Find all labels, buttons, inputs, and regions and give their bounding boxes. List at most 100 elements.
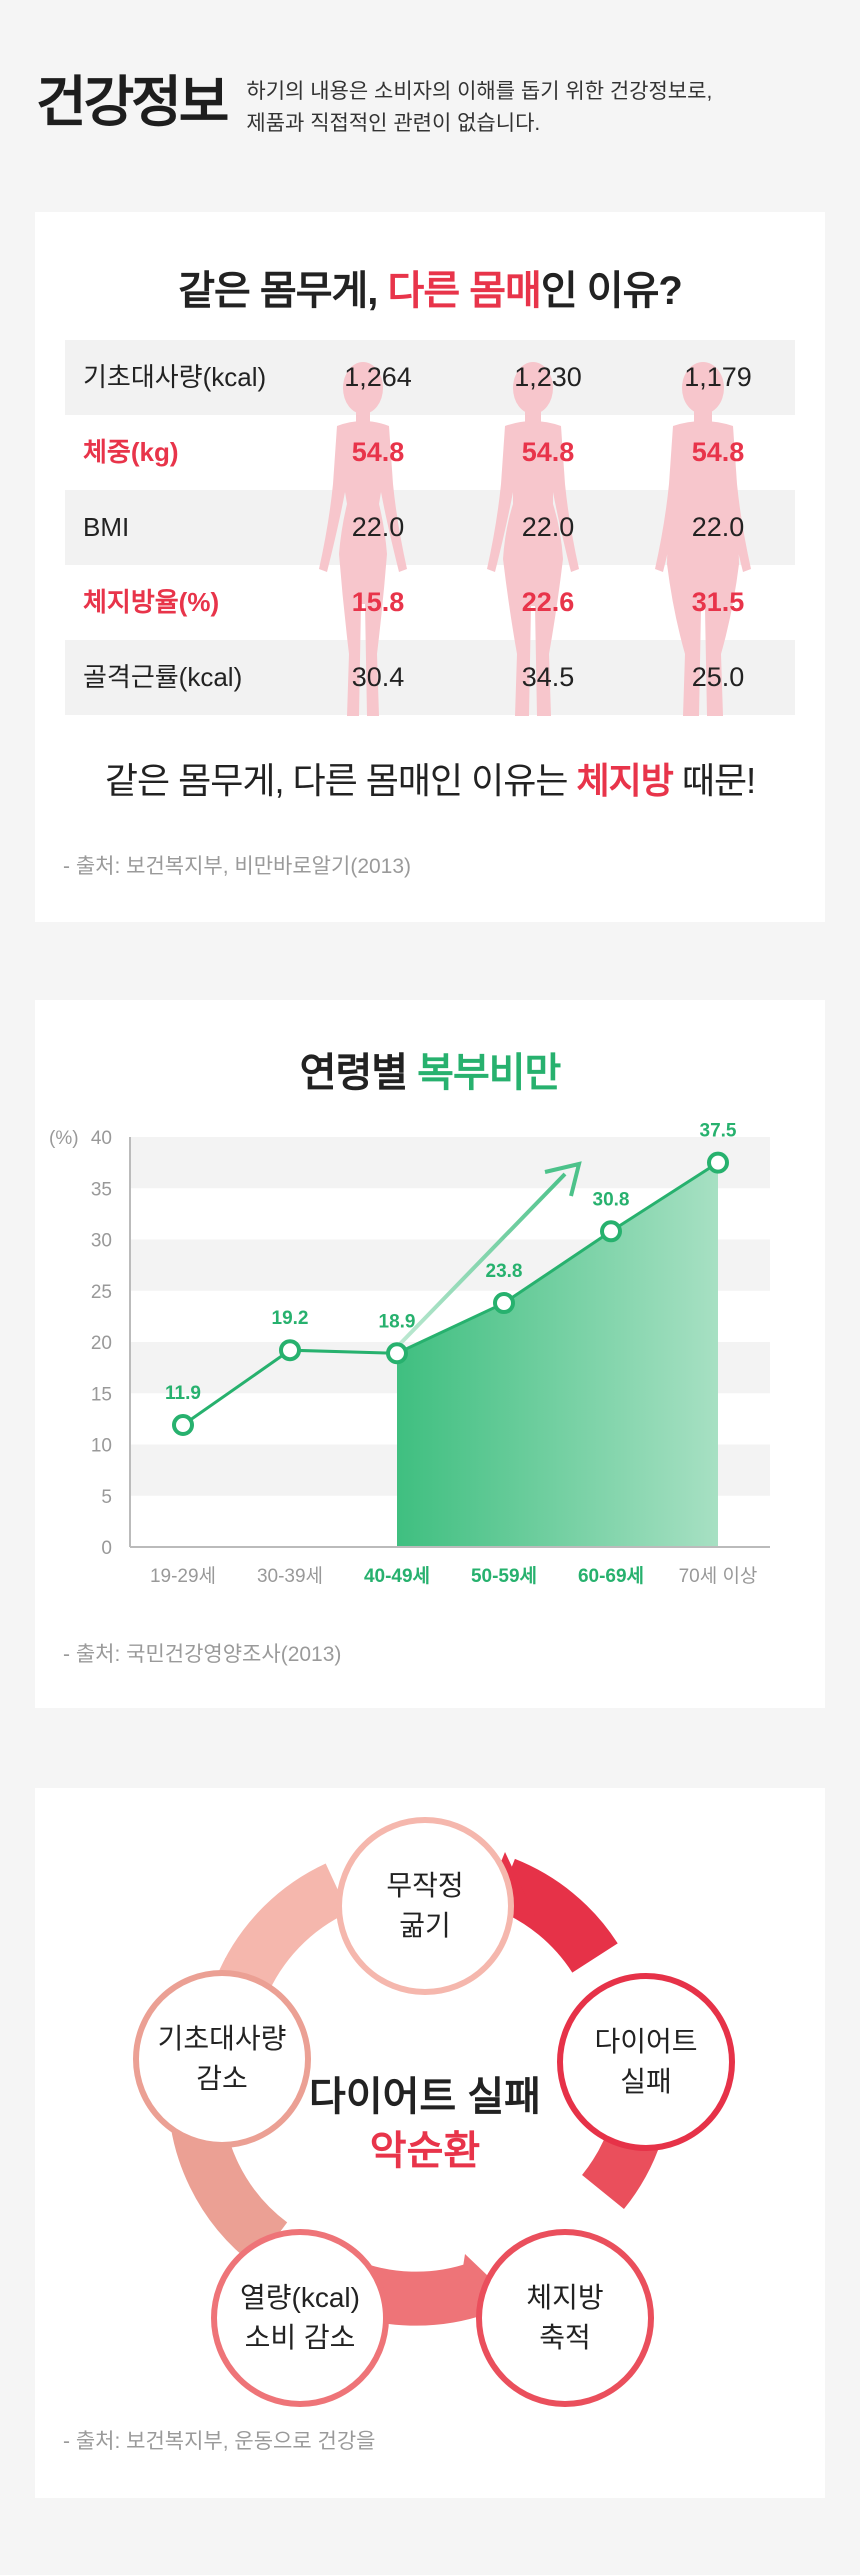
table-row-values: 54.8 54.8 54.8	[65, 415, 795, 490]
row-label: 체중(kg)	[83, 437, 179, 467]
table-cell: 34.5	[521, 662, 575, 692]
table-cell: 31.5	[691, 587, 745, 617]
table-cell: 22.0	[521, 512, 575, 542]
row-label: 기초대사량(kcal)	[83, 362, 267, 392]
trend-arrow-line	[395, 1172, 567, 1349]
data-label: 37.5	[700, 1121, 737, 1142]
table-cell: 54.8	[691, 437, 745, 467]
y-tick-label: 20	[91, 1333, 112, 1354]
data-label: 30.8	[593, 1189, 630, 1210]
data-label: 11.9	[165, 1383, 201, 1404]
y-tick-label: 25	[91, 1282, 112, 1303]
series-line	[182, 1161, 719, 1427]
cycle-step-text: 다이어트	[594, 2026, 698, 2057]
table-row-values: 22.0 22.0 22.0	[65, 490, 795, 565]
data-point	[493, 1292, 515, 1315]
cycle-step-calorie-burn-decrease: 열량(kcal) 소비 감소	[211, 2229, 389, 2407]
cycle-center-subtitle: 악순환	[369, 2129, 481, 2173]
table-row: 기초대사량(kcal)	[65, 340, 795, 415]
cycle-step-text: 체지방	[526, 2282, 604, 2313]
card1-title: 같은 몸무게, 다른 몸매인 이유?	[35, 258, 825, 316]
y-tick-label: 15	[91, 1384, 112, 1405]
table-cell: 54.8	[521, 437, 575, 467]
card2-title-pre: 연령별	[299, 1051, 418, 1095]
header-desc-line2: 제품과 직접적인 관련이 없습니다.	[246, 112, 541, 135]
cycle-step-text: 감소	[196, 2063, 248, 2094]
y-axis-label: (%)	[49, 1128, 79, 1149]
x-tick-label: 60-69세	[578, 1565, 644, 1587]
x-tick-label: 19-29세	[150, 1565, 216, 1587]
table-cell: 15.8	[351, 587, 405, 617]
table-cell: 22.6	[521, 587, 575, 617]
data-label: 19.2	[272, 1308, 309, 1329]
cycle-step-text: 실패	[620, 2066, 672, 2097]
conclusion-post: 때문!	[672, 760, 756, 801]
table-cell: 22.0	[351, 512, 405, 542]
abdominal-obesity-chart: 0 5 10 15 20 25 30 35 40 (%) 11.9 19.2 18.9 23.8 30.8 3…	[49, 1121, 770, 1587]
card3-source: - 출처: 보건복지부, 운동으로 건강을	[63, 2430, 376, 2453]
cycle-step-text: 굶기	[399, 1910, 451, 1941]
table-row: 골격근률(kcal)	[65, 640, 795, 715]
table-cell: 30.4	[351, 662, 405, 692]
x-tick-label: 70세 이상	[679, 1565, 758, 1587]
x-tick-label: 40-49세	[364, 1565, 430, 1587]
grid-band	[130, 1137, 770, 1189]
table-cell: 25.0	[691, 662, 745, 692]
body-composition-card: 같은 몸무게, 다른 몸매인 이유? 기초대사량(kcal) 체중(kg) BM…	[35, 212, 825, 922]
row-label: 체지방율(%)	[83, 587, 220, 617]
cycle-center-title: 다이어트 실패	[309, 2075, 541, 2119]
table-row-values: 30.4 34.5 25.0	[65, 640, 795, 715]
table-row: 체지방율(%)	[65, 565, 795, 640]
card1-title-highlight: 다른 몸매	[387, 269, 542, 313]
heavy-body-silhouette-icon	[655, 362, 751, 716]
data-label: 23.8	[486, 1261, 523, 1282]
table-cell: 54.8	[351, 437, 405, 467]
row-label: 골격근률(kcal)	[83, 662, 243, 692]
table-cell: 1,230	[514, 362, 582, 392]
y-tick-label: 40	[91, 1128, 112, 1149]
row-label: BMI	[83, 512, 130, 542]
abdominal-obesity-card: 연령별 복부비만 0 5 10 15 20 25 30 35 40 (%) 11.9 19.2 18.9…	[35, 1000, 825, 1708]
card1-title-pre: 같은 몸무게,	[178, 269, 388, 313]
table-cell: 1,264	[344, 362, 412, 392]
x-tick-label: 30-39세	[257, 1565, 323, 1587]
y-tick-label: 0	[101, 1538, 112, 1559]
card1-conclusion: 같은 몸무게, 다른 몸매인 이유는 체지방 때문!	[35, 752, 825, 804]
card2-source: - 출처: 국민건강영양조사(2013)	[63, 1643, 342, 1666]
table-cell: 22.0	[691, 512, 745, 542]
data-point	[707, 1151, 729, 1174]
page-header: 건강정보 하기의 내용은 소비자의 이해를 돕기 위한 건강정보로, 제품과 직…	[36, 66, 826, 156]
table-row-values: 15.8 22.6 31.5	[65, 565, 795, 640]
cycle-step-text: 열량(kcal)	[240, 2282, 360, 2313]
trend-arrow-head-icon	[544, 1161, 582, 1197]
cycle-step-starving: 무작정 굶기	[336, 1817, 514, 1995]
table-cell: 1,179	[684, 362, 752, 392]
area-fill	[397, 1162, 718, 1547]
table-values: 1,264 1,230 1,179 54.8 54.8 54.8 22.0 22…	[65, 340, 795, 717]
table-row: 체중(kg)	[65, 415, 795, 490]
data-label: 18.9	[379, 1311, 416, 1332]
data-point	[386, 1342, 408, 1365]
page-title: 건강정보	[36, 70, 229, 134]
header-description: 하기의 내용은 소비자의 이해를 돕기 위한 건강정보로, 제품과 직접적인 관…	[246, 76, 712, 140]
conclusion-pre: 같은 몸무게, 다른 몸매인 이유는	[104, 760, 577, 801]
card2-title-highlight: 복부비만	[417, 1051, 561, 1095]
cycle-step-text: 소비 감소	[244, 2322, 356, 2353]
data-point	[172, 1414, 194, 1437]
table-row-values: 1,264 1,230 1,179	[65, 340, 795, 415]
data-point	[279, 1339, 301, 1362]
x-tick-label: 50-59세	[471, 1565, 537, 1587]
card1-title-post: 인 이유?	[540, 269, 683, 313]
medium-body-silhouette-icon	[487, 362, 579, 716]
y-tick-label: 10	[91, 1436, 112, 1457]
y-tick-label: 30	[91, 1231, 112, 1252]
header-desc-line1: 하기의 내용은 소비자의 이해를 돕기 위한 건강정보로,	[246, 80, 713, 103]
conclusion-highlight: 체지방	[576, 760, 673, 801]
cycle-step-text: 축적	[539, 2322, 591, 2353]
cycle-step-text: 기초대사량	[157, 2023, 287, 2054]
card1-source: - 출처: 보건복지부, 비만바로알기(2013)	[63, 855, 412, 878]
